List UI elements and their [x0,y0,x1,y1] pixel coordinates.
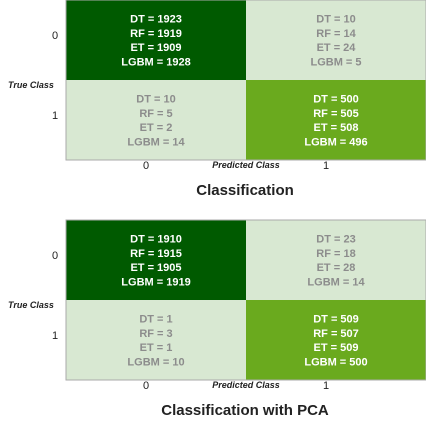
matrix-1-cell-r1c0-label: ET = 2 [140,122,173,134]
matrix-2-y-tick: 0 [52,250,58,262]
matrix-1-cell-r0c1-label: LGBM = 5 [310,56,361,68]
matrix-2-cell-r1c0-label: LGBM = 10 [127,356,184,368]
matrix-2-cell-r0c0-label: ET = 1905 [130,262,181,274]
matrix-1-title: Classification [196,182,294,199]
matrix-1-x-tick: 0 [143,160,149,172]
matrix-2-cell-r0c1-label: DT = 23 [316,234,355,246]
matrix-2-cell-r1c1-label: ET = 509 [314,342,359,354]
matrix-1-cell-r0c0-label: DT = 1923 [130,14,182,26]
matrix-2-cell-r1c0-label: ET = 1 [140,342,173,354]
matrix-2-cell-r1c0-label: RF = 3 [139,328,172,340]
matrix-1-cell-r1c1-label: ET = 508 [314,122,359,134]
matrix-1-frame [65,0,426,161]
matrix-2-cell-r0c1-label: RF = 18 [316,248,355,260]
matrix-2-cell-r1c1-label: LGBM = 500 [304,356,367,368]
matrix-2-cell-r0c0-label: DT = 1910 [130,234,182,246]
matrix-1-cell-r1c1 [246,80,426,160]
matrix-1-cell-r1c0-label: DT = 10 [136,94,175,106]
matrix-1-cell-r1c0-label: LGBM = 14 [127,136,185,148]
matrix-2-cell-r1c0 [66,300,246,380]
matrix-2-title: Classification with PCA [161,402,329,419]
matrix-1-x-label: Predicted Class [212,160,280,170]
matrix-2-y-label: True Class [8,300,54,310]
matrix-2-x-tick: 1 [323,380,329,392]
matrix-1-x-tick: 1 [323,160,329,172]
matrix-2-cell-r0c0-label: LGBM = 1919 [121,276,190,288]
matrix-1-cell-r0c0-label: RF = 1919 [130,28,182,40]
matrix-1-cell-r1c1-label: RF = 505 [313,108,359,120]
matrix-2-cell-r1c1-label: DT = 509 [313,314,359,326]
matrix-1-cell-r1c0 [66,80,246,160]
matrix-2-x-tick: 0 [143,380,149,392]
matrix-2-x-label: Predicted Class [212,380,280,390]
matrix-2-cell-r1c1-label: RF = 507 [313,328,359,340]
matrix-1-cell-r1c1-label: DT = 500 [313,94,359,106]
matrix-1-cell-r1c1-label: LGBM = 496 [304,136,367,148]
matrix-1-y-tick: 1 [52,110,58,122]
matrix-2-y-tick: 1 [52,330,58,342]
matrix-2-cell-r1c1 [246,300,426,380]
matrix-1-y-label: True Class [8,80,54,90]
matrix-2-cell-r0c1-label: ET = 28 [317,262,356,274]
matrix-2-cell-r0c0 [66,220,246,300]
matrix-1-cell-r1c0-label: RF = 5 [139,108,172,120]
matrix-1-y-tick: 0 [52,30,58,42]
matrix-2-frame [65,219,426,381]
matrix-2-cell-r0c0-label: RF = 1915 [130,248,182,260]
matrix-1-cell-r0c0-label: LGBM = 1928 [121,56,190,68]
matrix-1-cell-r0c1-label: ET = 24 [317,42,357,54]
matrix-1-cell-r0c1-label: DT = 10 [316,14,355,26]
matrix-1-cell-r0c0 [66,0,246,80]
matrix-2-cell-r0c1-label: LGBM = 14 [307,276,365,288]
matrix-2-cell-r1c0-label: DT = 1 [139,314,172,326]
matrix-1-cell-r0c1-label: RF = 14 [316,28,356,40]
matrix-1-cell-r0c0-label: ET = 1909 [130,42,181,54]
matrix-2-cell-r0c1 [246,220,426,300]
matrix-1-cell-r0c1 [246,0,426,80]
